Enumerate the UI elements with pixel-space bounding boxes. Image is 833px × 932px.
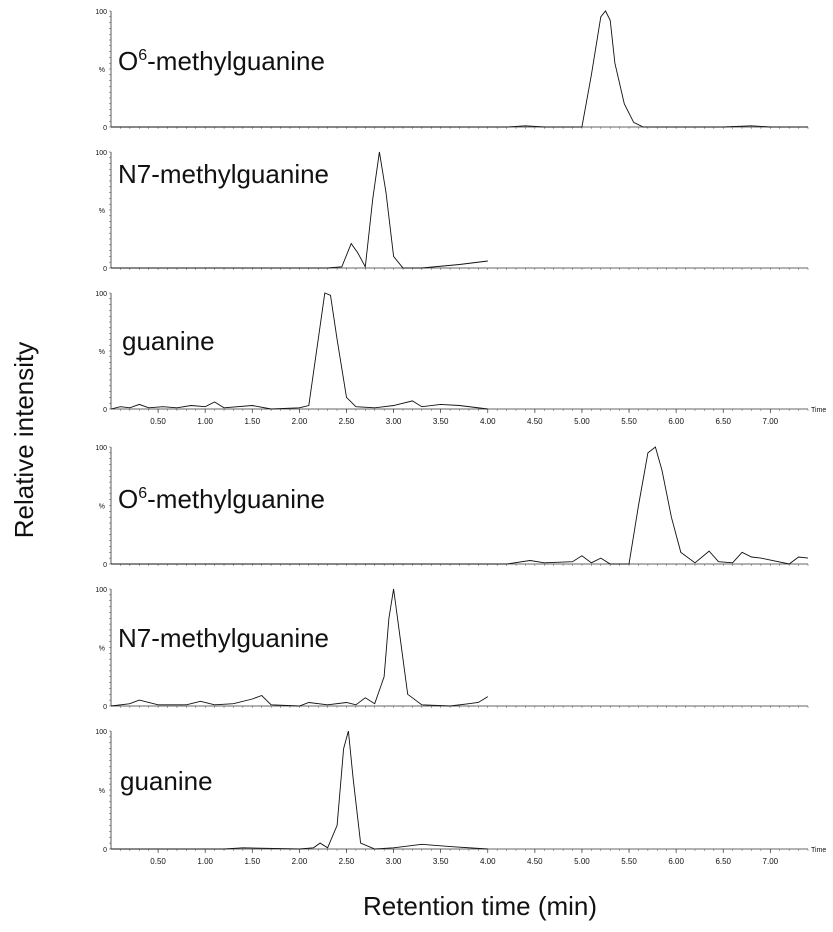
- panel-2: 100 0% N7-methylguanine: [95, 150, 809, 273]
- compound-label: O6-methylguanine: [118, 484, 325, 514]
- x-tick-label: 1.00: [197, 417, 213, 426]
- x-tick-label: 4.00: [480, 417, 496, 426]
- x-axis-title: Retention time (min): [363, 891, 597, 921]
- trace-line: [111, 730, 488, 850]
- x-tick-label: 3.00: [386, 857, 402, 866]
- x-tick-label: 6.00: [668, 417, 684, 426]
- y-tick-label-100: 100: [95, 445, 107, 452]
- x-tick-label: 1.50: [244, 857, 260, 866]
- x-tick-label: 4.50: [527, 417, 543, 426]
- y-percent-tag: %: [99, 646, 105, 653]
- y-tick-label-0: 0: [103, 847, 107, 854]
- x-tick-label: 5.50: [621, 857, 637, 866]
- panel-5: 100 0% N7-methylguanine: [95, 587, 809, 711]
- y-percent-tag: %: [99, 67, 105, 74]
- panels-group: 100 0% O6-methylguanine 100 0% N7-methylguani…: [95, 9, 826, 866]
- x-tick-label: 1.00: [197, 857, 213, 866]
- y-tick-label-0: 0: [103, 562, 107, 569]
- trace-line: [110, 292, 488, 410]
- x-axis-5: 0.50 1.00 1.50 2.00 2.50 3.00 3.50 4.00 4.50 5.00…: [150, 847, 826, 866]
- x-tick-label: 0.50: [150, 417, 166, 426]
- x-tick-label: 3.50: [433, 857, 449, 866]
- y-tick-label-0: 0: [103, 407, 107, 414]
- panel-6: 100 0% guanine: [95, 729, 809, 854]
- trace-line: [110, 588, 489, 707]
- trace-line: [111, 10, 808, 128]
- x-axis-end-label: Time: [811, 407, 826, 414]
- x-tick-label: 0.50: [150, 857, 166, 866]
- x-tick-label: 5.00: [574, 417, 590, 426]
- y-percent-tag: %: [99, 504, 105, 511]
- trace-line: [111, 446, 809, 565]
- x-tick-label: 4.00: [480, 857, 496, 866]
- x-tick-label: 7.00: [763, 417, 779, 426]
- x-tick-label: 3.00: [386, 417, 402, 426]
- x-axis-end-label: Time: [811, 847, 826, 854]
- y-percent-tag: %: [99, 788, 105, 795]
- x-tick-label: 6.50: [715, 417, 731, 426]
- y-tick-label-0: 0: [103, 266, 107, 273]
- y-axis-title: Relative intensity: [9, 342, 39, 539]
- compound-label: N7-methylguanine: [118, 159, 329, 189]
- y-tick-label-100: 100: [95, 587, 107, 594]
- x-tick-label: 2.50: [339, 417, 355, 426]
- panel-3: 100 0% guanine: [95, 291, 809, 414]
- y-tick-label-0: 0: [103, 704, 107, 711]
- compound-label: O6-methylguanine: [118, 46, 325, 76]
- x-tick-label: 5.00: [574, 857, 590, 866]
- compound-label: N7-methylguanine: [118, 623, 329, 653]
- trace-line: [111, 151, 488, 269]
- y-percent-tag: %: [99, 349, 105, 356]
- x-tick-label: 3.50: [433, 417, 449, 426]
- panel-1: 100 0% O6-methylguanine: [95, 9, 809, 132]
- x-tick-label: 2.00: [292, 417, 308, 426]
- y-tick-label-100: 100: [95, 150, 107, 157]
- y-tick-label-100: 100: [95, 291, 107, 298]
- x-tick-label: 4.50: [527, 857, 543, 866]
- x-axis-2: 0.50 1.00 1.50 2.00 2.50 3.00 3.50 4.00 4.50 5.00…: [150, 407, 826, 426]
- x-tick-label: 1.50: [244, 417, 260, 426]
- x-tick-label: 6.00: [668, 857, 684, 866]
- panel-4: 100 0% O6-methylguanine: [95, 445, 809, 569]
- x-tick-label: 2.50: [339, 857, 355, 866]
- x-tick-label: 5.50: [621, 417, 637, 426]
- y-tick-label-100: 100: [95, 9, 107, 16]
- x-tick-label: 7.00: [763, 857, 779, 866]
- y-tick-label-0: 0: [103, 125, 107, 132]
- x-tick-label: 6.50: [715, 857, 731, 866]
- compound-label: guanine: [122, 326, 215, 356]
- compound-label: guanine: [120, 766, 213, 796]
- x-tick-label: 2.00: [292, 857, 308, 866]
- y-percent-tag: %: [99, 208, 105, 215]
- y-tick-label-100: 100: [95, 729, 107, 736]
